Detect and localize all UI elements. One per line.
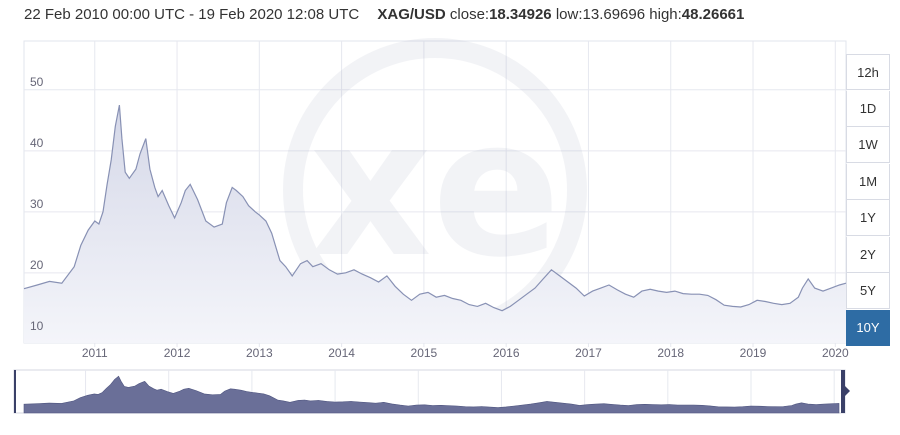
x-tick-label: 2018 — [657, 346, 684, 360]
range-button-10y[interactable]: 10Y — [846, 309, 890, 346]
range-button-1w[interactable]: 1W — [846, 127, 890, 163]
watermark-text: xe — [309, 78, 560, 299]
x-tick-label: 2017 — [575, 346, 602, 360]
x-tick-label: 2015 — [411, 346, 438, 360]
series-area — [24, 105, 846, 343]
chart-header: 22 Feb 2010 00:00 UTC - 19 Feb 2020 12:0… — [24, 6, 744, 23]
x-tick-label: 2012 — [164, 346, 191, 360]
low-value: 13.69696 — [582, 6, 646, 23]
close-label: close: — [449, 6, 490, 23]
range-button-1y[interactable]: 1Y — [846, 200, 890, 236]
high-value: 48.26661 — [681, 6, 745, 23]
range-button-12h[interactable]: 12h — [846, 54, 890, 90]
x-tick-label: 2011 — [82, 346, 108, 360]
high-label: high: — [649, 6, 682, 23]
range-button-1m[interactable]: 1M — [846, 163, 890, 200]
x-tick-label: 2020 — [822, 346, 849, 360]
x-tick-label: 2019 — [740, 346, 767, 360]
date-range-text: 22 Feb 2010 00:00 UTC - 19 Feb 2020 12:0… — [24, 6, 360, 23]
x-tick-label: 2014 — [328, 346, 355, 360]
close-value: 18.34926 — [489, 6, 552, 23]
watermark-logo: xe — [283, 38, 587, 342]
x-tick-label: 2016 — [493, 346, 520, 360]
range-button-5y[interactable]: 5Y — [846, 273, 890, 309]
y-tick-label: 40 — [30, 136, 44, 150]
navigator-right-handle — [841, 370, 845, 413]
y-tick-label: 10 — [30, 319, 44, 333]
navigator-left-handle — [14, 370, 16, 413]
range-button-2y[interactable]: 2Y — [846, 236, 890, 273]
navigator-handle-arrow — [845, 386, 850, 396]
y-tick-label: 50 — [30, 75, 44, 89]
y-tick-label: 30 — [30, 197, 44, 211]
navigator-area — [23, 375, 840, 414]
y-tick-label: 20 — [30, 258, 44, 272]
low-label: low: — [555, 6, 583, 23]
range-button-1d[interactable]: 1D — [846, 90, 890, 127]
x-tick-label: 2013 — [246, 346, 273, 360]
series-line — [23, 104, 847, 312]
symbol-label: XAG/USD — [377, 6, 446, 23]
